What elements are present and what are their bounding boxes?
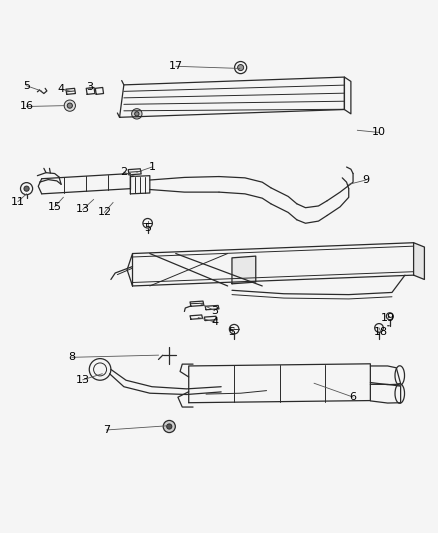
Text: 8: 8 bbox=[68, 352, 75, 362]
Polygon shape bbox=[232, 256, 256, 284]
Circle shape bbox=[132, 109, 142, 119]
Text: 10: 10 bbox=[372, 127, 386, 138]
Text: 15: 15 bbox=[48, 202, 62, 212]
Text: 5: 5 bbox=[144, 223, 151, 232]
Text: 5: 5 bbox=[23, 80, 30, 91]
Text: 17: 17 bbox=[169, 61, 183, 71]
Text: 11: 11 bbox=[11, 197, 25, 207]
Text: 6: 6 bbox=[350, 392, 357, 402]
Text: 4: 4 bbox=[57, 84, 65, 94]
Text: 4: 4 bbox=[211, 317, 218, 327]
Text: 1: 1 bbox=[148, 162, 155, 172]
Polygon shape bbox=[413, 243, 424, 279]
Text: 2: 2 bbox=[120, 167, 127, 177]
Text: 3: 3 bbox=[86, 82, 93, 92]
Text: 16: 16 bbox=[20, 101, 34, 111]
Circle shape bbox=[163, 421, 175, 433]
Text: 3: 3 bbox=[211, 305, 218, 316]
Text: 13: 13 bbox=[76, 205, 90, 214]
Circle shape bbox=[24, 186, 29, 191]
Text: 7: 7 bbox=[103, 425, 110, 435]
Text: 9: 9 bbox=[363, 175, 370, 185]
Text: 5: 5 bbox=[229, 327, 236, 337]
Circle shape bbox=[64, 100, 75, 111]
Text: 19: 19 bbox=[381, 313, 395, 324]
Text: 18: 18 bbox=[374, 327, 388, 337]
Circle shape bbox=[67, 103, 72, 108]
Text: 13: 13 bbox=[76, 375, 90, 385]
Text: 12: 12 bbox=[97, 207, 111, 217]
Circle shape bbox=[237, 64, 244, 70]
Circle shape bbox=[134, 112, 139, 116]
Circle shape bbox=[167, 424, 172, 429]
